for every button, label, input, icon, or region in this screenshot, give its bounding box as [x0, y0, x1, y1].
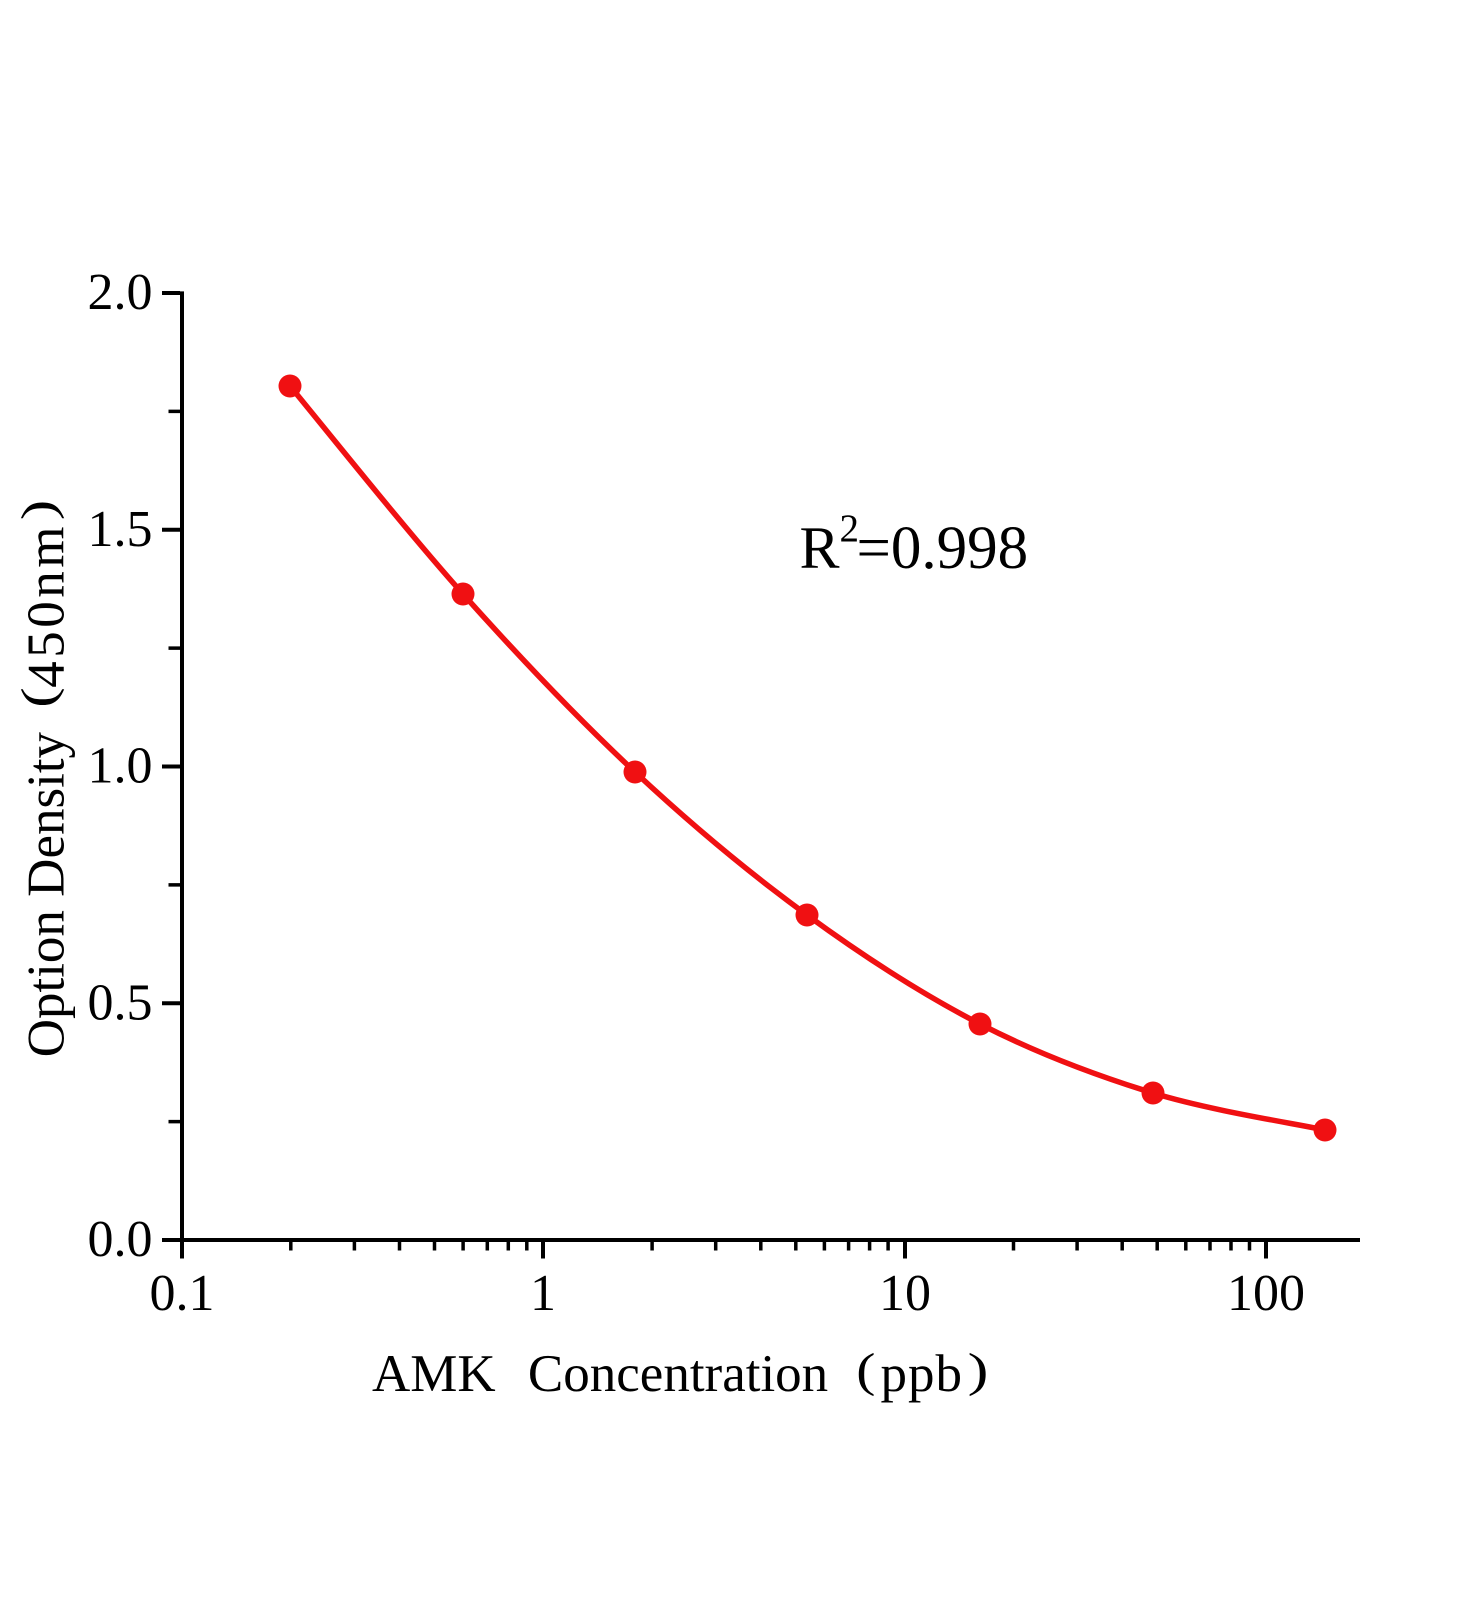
svg-text:R2=0.998: R2=0.998: [800, 507, 1029, 582]
svg-text:): ): [968, 1344, 989, 1397]
svg-text:): ): [12, 500, 65, 520]
svg-text:(: (: [856, 1344, 875, 1396]
svg-text:Option Density: Option Density: [18, 731, 76, 1057]
svg-text:AMK Concentration: AMK Concentration: [372, 1345, 828, 1403]
svg-text:1: 1: [530, 1265, 556, 1322]
svg-text:1.0: 1.0: [88, 738, 153, 795]
svg-text:ppb: ppb: [881, 1345, 964, 1403]
svg-text:0.5: 0.5: [88, 974, 153, 1031]
svg-text:450nm: 450nm: [18, 523, 76, 688]
svg-text:100: 100: [1227, 1265, 1305, 1322]
svg-text:10: 10: [879, 1265, 931, 1322]
svg-text:(: (: [12, 687, 65, 707]
svg-text:0.1: 0.1: [150, 1265, 215, 1322]
svg-text:1.5: 1.5: [88, 501, 153, 558]
svg-text:0.0: 0.0: [88, 1211, 153, 1268]
svg-text:2.0: 2.0: [88, 264, 153, 321]
